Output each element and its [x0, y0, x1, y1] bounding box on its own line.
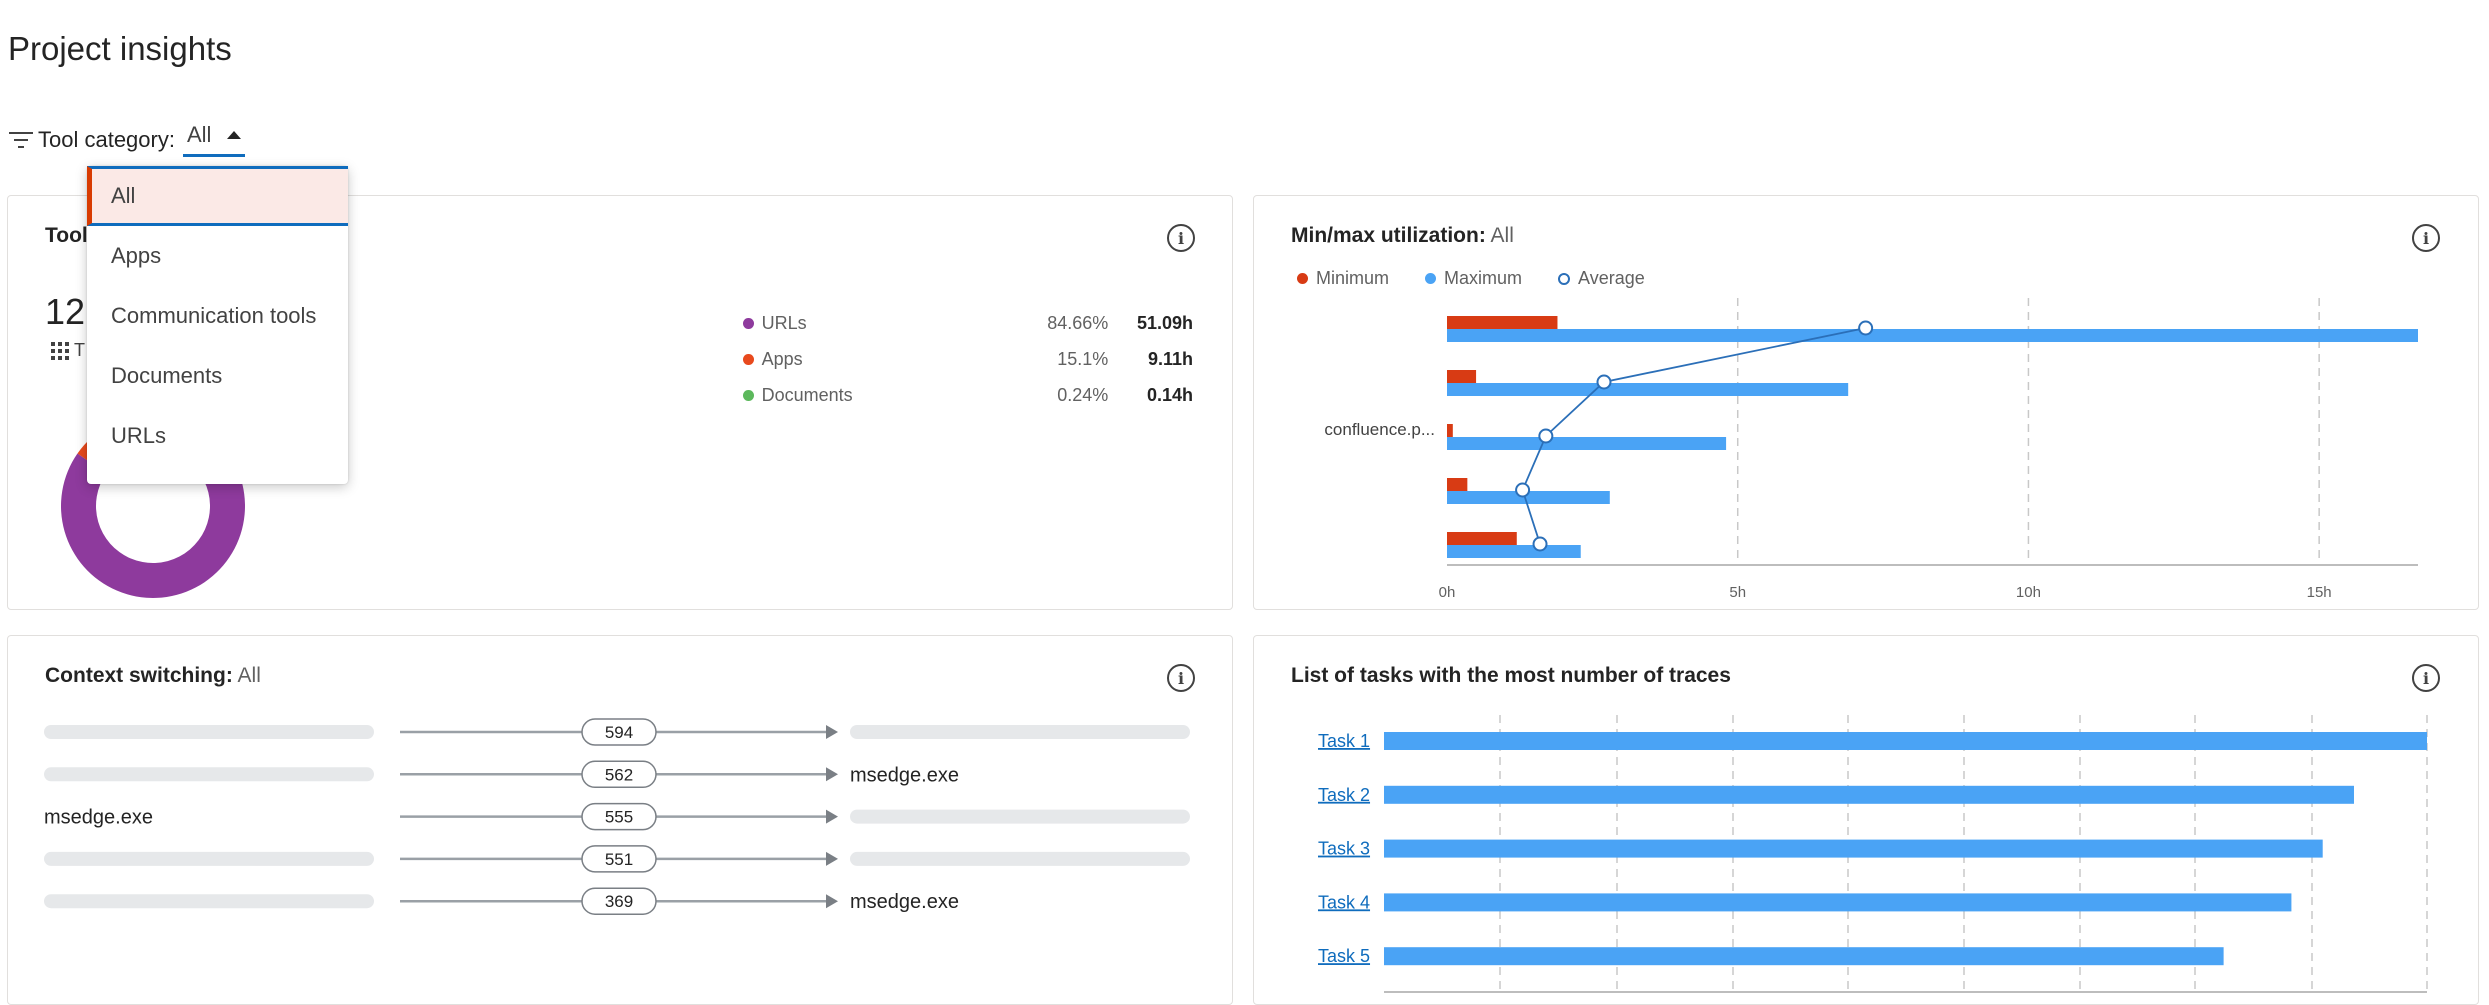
- legend-maximum[interactable]: Maximum: [1425, 268, 1522, 289]
- legend-dot: [743, 354, 754, 365]
- tools-subtitle: T: [50, 340, 85, 361]
- info-icon[interactable]: i: [1167, 664, 1195, 692]
- legend-row-urls[interactable]: URLs 84.66% 51.09h: [743, 313, 1193, 334]
- tools-total: 12: [45, 291, 86, 332]
- legend-hours: 9.11h: [1147, 349, 1193, 369]
- task-link[interactable]: Task 5: [1318, 946, 1370, 966]
- filter-value-dropdown[interactable]: All: [182, 122, 246, 157]
- context-title: Context switching:: [45, 664, 233, 687]
- context-title-value: All: [237, 664, 261, 687]
- task-link[interactable]: Task 2: [1318, 785, 1370, 805]
- legend-label: Apps: [761, 349, 803, 369]
- menu-item-urls[interactable]: URLs: [111, 423, 167, 448]
- menu-item-communication-tools[interactable]: Communication tools: [111, 303, 317, 328]
- legend-row-documents[interactable]: Documents 0.24% 0.14h: [743, 385, 1193, 406]
- minmax-title-value: All: [1490, 224, 1514, 247]
- filter-icon: [9, 131, 33, 148]
- menu-item-documents[interactable]: Documents: [111, 363, 223, 388]
- filter-label: Tool category:: [38, 126, 175, 152]
- legend-dot-maximum: [1425, 273, 1437, 284]
- legend-percent: 84.66%: [1047, 313, 1109, 333]
- legend-label-minimum: Minimum: [1316, 268, 1390, 288]
- tool-category-filter[interactable]: Tool category: All: [8, 122, 246, 157]
- legend-minimum[interactable]: Minimum: [1297, 268, 1389, 289]
- info-icon[interactable]: i: [2412, 664, 2440, 692]
- legend-label-maximum: Maximum: [1444, 268, 1523, 288]
- filter-value: All: [186, 122, 212, 147]
- tools-card-title: Tool: [45, 224, 88, 247]
- task-bar[interactable]: [1384, 947, 2224, 966]
- legend-label: Documents: [761, 385, 853, 405]
- task-bar[interactable]: [1384, 732, 2427, 750]
- page-title: Project insights: [8, 30, 232, 67]
- legend-dot-average: [1558, 272, 1571, 285]
- legend-dot: [743, 318, 754, 329]
- legend-percent: 15.1%: [1057, 349, 1109, 369]
- legend-percent: 0.24%: [1057, 385, 1109, 405]
- task-bar[interactable]: [1384, 839, 2323, 858]
- grid-icon: [51, 341, 69, 360]
- tool-category-menu: All Apps Communication tools Documents URLs: [87, 166, 348, 484]
- minmax-title: Min/max utilization:: [1291, 224, 1486, 247]
- legend-hours: 51.09h: [1136, 313, 1193, 333]
- legend-label: URLs: [761, 313, 807, 333]
- info-icon[interactable]: i: [2412, 224, 2440, 252]
- legend-dot: [743, 390, 754, 401]
- task-link[interactable]: Task 1: [1318, 731, 1370, 751]
- tasks-card-title: List of tasks with the most number of tr…: [1291, 664, 1731, 687]
- minmax-card-title: Min/max utilization: All: [1291, 224, 1514, 248]
- tasks-card: List of tasks with the most number of tr…: [1253, 635, 2479, 1005]
- info-icon[interactable]: i: [1167, 224, 1195, 252]
- minmax-legend: Minimum Maximum Average: [1297, 268, 1681, 289]
- task-link[interactable]: Task 3: [1318, 839, 1370, 859]
- task-bar[interactable]: [1384, 893, 2292, 912]
- tools-subtitle-text: T: [74, 340, 85, 360]
- legend-dot-minimum: [1297, 273, 1308, 284]
- legend-hours: 0.14h: [1146, 385, 1193, 405]
- legend-average[interactable]: Average: [1558, 268, 1645, 289]
- caret-up-icon: [227, 131, 242, 139]
- legend-label-average: Average: [1578, 268, 1645, 288]
- legend-row-apps[interactable]: Apps 15.1% 9.11h: [743, 349, 1193, 370]
- menu-item-apps[interactable]: Apps: [111, 243, 162, 268]
- task-link[interactable]: Task 4: [1318, 892, 1370, 912]
- context-card-title: Context switching: All: [45, 664, 261, 688]
- menu-item-all[interactable]: All: [87, 166, 348, 226]
- task-bar[interactable]: [1384, 785, 2354, 804]
